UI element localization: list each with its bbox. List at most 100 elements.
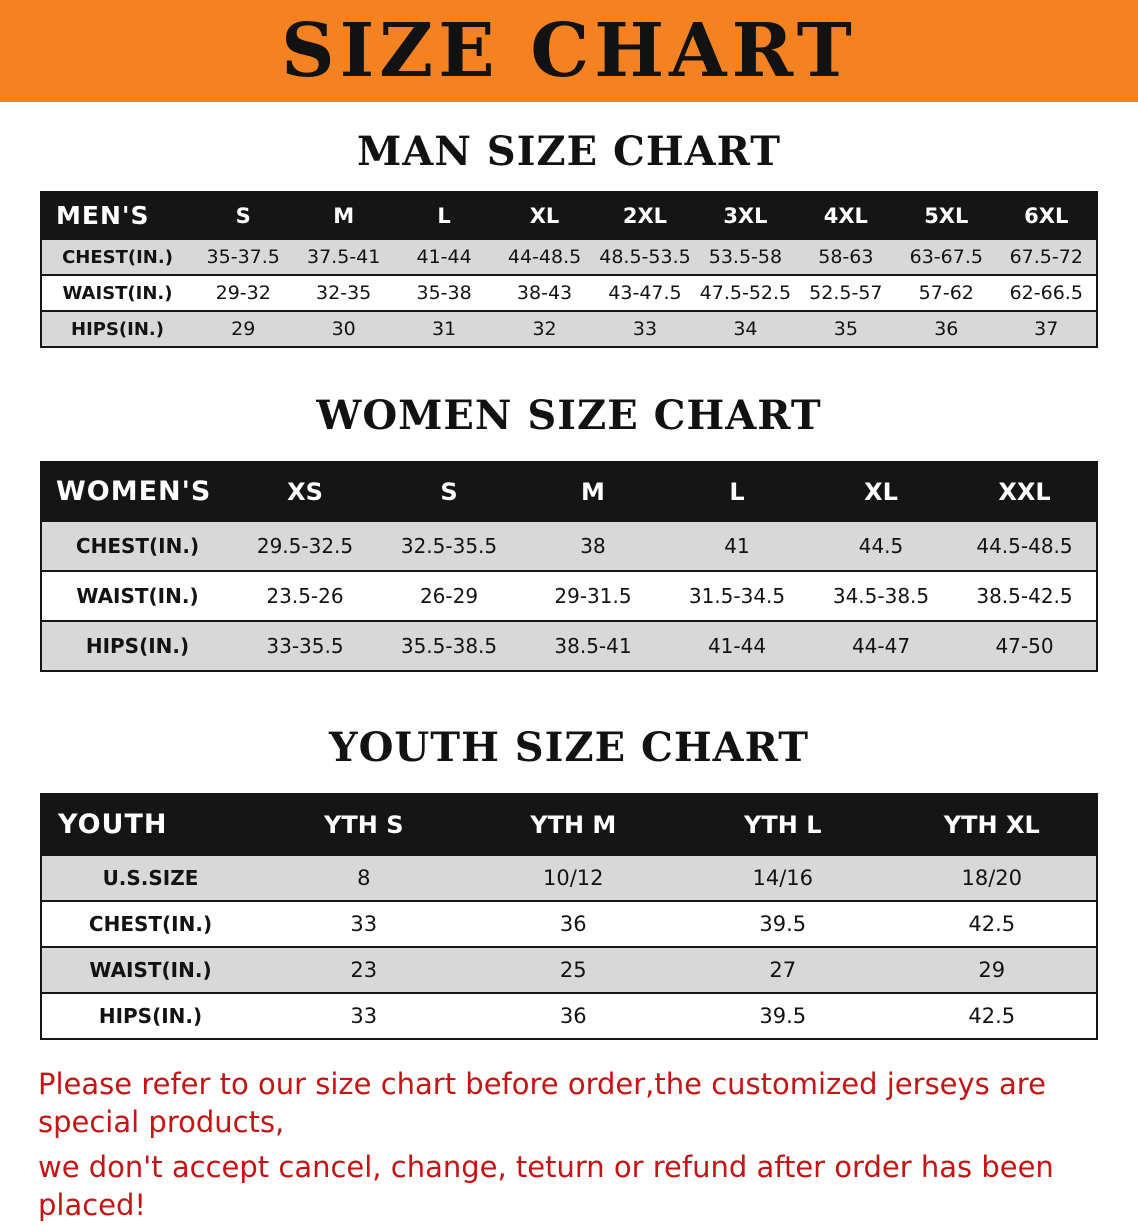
value-cell: 43-47.5 [594, 274, 696, 311]
value-cell: 39.5 [678, 992, 888, 1039]
value-cell: 29.5-32.5 [233, 520, 377, 571]
value-cell: 23.5-26 [233, 570, 377, 621]
header-row: WOMEN'S XS S M L XL XXL [41, 462, 1097, 521]
value-cell: 58-63 [795, 238, 897, 275]
column-header: L [665, 462, 809, 521]
value-cell: 63-67.5 [896, 238, 997, 275]
value-cell: 57-62 [896, 274, 997, 311]
value-cell: 44-48.5 [494, 238, 595, 275]
value-cell: 38.5-42.5 [953, 570, 1097, 621]
column-header: S [377, 462, 521, 521]
row-label: HIPS(IN.) [41, 620, 233, 671]
value-cell: 35-37.5 [193, 238, 294, 275]
table-row: HIPS(IN.) 33 36 39.5 42.5 [41, 992, 1097, 1039]
banner: SIZE CHART [0, 0, 1138, 102]
row-label: WAIST(IN.) [41, 570, 233, 621]
footnote-line-1: Please refer to our size chart before or… [38, 1067, 1046, 1139]
value-cell: 67.5-72 [996, 238, 1097, 275]
column-header: 5XL [896, 192, 997, 239]
column-header: XXL [953, 462, 1097, 521]
table-row: CHEST(IN.) 35-37.5 37.5-41 41-44 44-48.5 48.5… [41, 238, 1097, 275]
column-header: YTH S [259, 794, 469, 855]
header-row: YOUTH YTH S YTH M YTH L YTH XL [41, 794, 1097, 855]
value-cell: 41 [665, 520, 809, 571]
value-cell: 47.5-52.5 [695, 274, 796, 311]
value-cell: 30 [293, 310, 394, 347]
value-cell: 34.5-38.5 [809, 570, 953, 621]
value-cell: 37.5-41 [293, 238, 394, 275]
value-cell: 26-29 [377, 570, 521, 621]
row-label: HIPS(IN.) [41, 992, 259, 1039]
column-header: YTH L [678, 794, 888, 855]
value-cell: 23 [259, 946, 469, 993]
footnote: Please refer to our size chart before or… [0, 1066, 1138, 1225]
row-label: CHEST(IN.) [41, 238, 193, 275]
youth-section: YOUTH SIZE CHART YOUTH YTH S YTH M YTH L YTH… [0, 724, 1138, 1040]
column-header: YTH XL [887, 794, 1097, 855]
table-row: HIPS(IN.) 29 30 31 32 33 34 35 36 37 [41, 310, 1097, 347]
value-cell: 32 [494, 310, 595, 347]
value-cell: 18/20 [887, 854, 1097, 901]
table-row: WAIST(IN.) 29-32 32-35 35-38 38-43 43-47.5 47.… [41, 274, 1097, 311]
footnote-line-2: we don't accept cancel, change, teturn o… [38, 1150, 1054, 1223]
value-cell: 44-47 [809, 620, 953, 671]
header-row: MEN'S S M L XL 2XL 3XL 4XL 5XL 6XL [41, 192, 1097, 239]
value-cell: 33 [259, 900, 469, 947]
value-cell: 38.5-41 [521, 620, 665, 671]
table-row: WAIST(IN.) 23.5-26 26-29 29-31.5 31.5-34.5 34… [41, 570, 1097, 621]
column-header: XS [233, 462, 377, 521]
value-cell: 44.5-48.5 [953, 520, 1097, 571]
women-section: WOMEN SIZE CHART WOMEN'S XS S M L XL XXL CHEST(… [0, 392, 1138, 672]
row-label: WAIST(IN.) [41, 274, 193, 311]
row-label: CHEST(IN.) [41, 900, 259, 947]
women-section-heading: WOMEN SIZE CHART [316, 392, 822, 439]
value-cell: 29 [193, 310, 294, 347]
value-cell: 36 [468, 992, 678, 1039]
column-header: 6XL [996, 192, 1097, 239]
value-cell: 32-35 [293, 274, 394, 311]
column-header: XL [494, 192, 595, 239]
value-cell: 48.5-53.5 [594, 238, 696, 275]
column-header: M [293, 192, 394, 239]
column-header: L [393, 192, 495, 239]
banner-title: SIZE CHART [281, 8, 857, 94]
men-section-heading: MAN SIZE CHART [357, 128, 781, 175]
value-cell: 42.5 [887, 900, 1097, 947]
value-cell: 10/12 [468, 854, 678, 901]
table-row: WAIST(IN.) 23 25 27 29 [41, 946, 1097, 993]
value-cell: 42.5 [887, 992, 1097, 1039]
men-section: MAN SIZE CHART MEN'S S M L XL 2XL 3XL 4XL 5XL 6XL… [0, 128, 1138, 348]
youth-section-heading: YOUTH SIZE CHART [329, 724, 809, 771]
column-header: M [521, 462, 665, 521]
table-title-cell: MEN'S [41, 192, 193, 239]
column-header: YTH M [468, 794, 678, 855]
value-cell: 33-35.5 [233, 620, 377, 671]
youth-size-table: YOUTH YTH S YTH M YTH L YTH XL U.S.SIZE 8 10/12… [40, 793, 1098, 1040]
value-cell: 35.5-38.5 [377, 620, 521, 671]
value-cell: 41-44 [393, 238, 495, 275]
value-cell: 53.5-58 [695, 238, 796, 275]
table-row: CHEST(IN.) 33 36 39.5 42.5 [41, 900, 1097, 947]
column-header: S [193, 192, 294, 239]
table-row: U.S.SIZE 8 10/12 14/16 18/20 [41, 854, 1097, 901]
value-cell: 14/16 [678, 854, 888, 901]
value-cell: 38 [521, 520, 665, 571]
column-header: XL [809, 462, 953, 521]
value-cell: 52.5-57 [795, 274, 897, 311]
value-cell: 44.5 [809, 520, 953, 571]
value-cell: 62-66.5 [996, 274, 1097, 311]
table-row: CHEST(IN.) 29.5-32.5 32.5-35.5 38 41 44.5 44.5… [41, 520, 1097, 571]
row-label: HIPS(IN.) [41, 310, 193, 347]
row-label: WAIST(IN.) [41, 946, 259, 993]
mens-size-table: MEN'S S M L XL 2XL 3XL 4XL 5XL 6XL CHEST(IN.) 35-37… [40, 191, 1098, 348]
value-cell: 38-43 [494, 274, 595, 311]
value-cell: 29-31.5 [521, 570, 665, 621]
value-cell: 35-38 [393, 274, 495, 311]
value-cell: 35 [795, 310, 897, 347]
column-header: 3XL [695, 192, 796, 239]
value-cell: 33 [259, 992, 469, 1039]
value-cell: 25 [468, 946, 678, 993]
table-row: HIPS(IN.) 33-35.5 35.5-38.5 38.5-41 41-44 44-… [41, 620, 1097, 671]
table-title-cell: WOMEN'S [41, 462, 233, 521]
